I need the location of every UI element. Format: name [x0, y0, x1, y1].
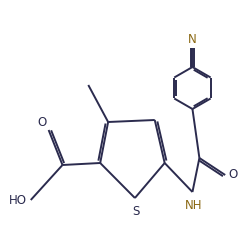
Text: S: S	[132, 205, 140, 218]
Text: O: O	[228, 168, 237, 182]
Text: NH: NH	[185, 199, 202, 212]
Text: HO: HO	[9, 193, 27, 206]
Text: N: N	[188, 33, 197, 45]
Text: O: O	[37, 116, 46, 129]
